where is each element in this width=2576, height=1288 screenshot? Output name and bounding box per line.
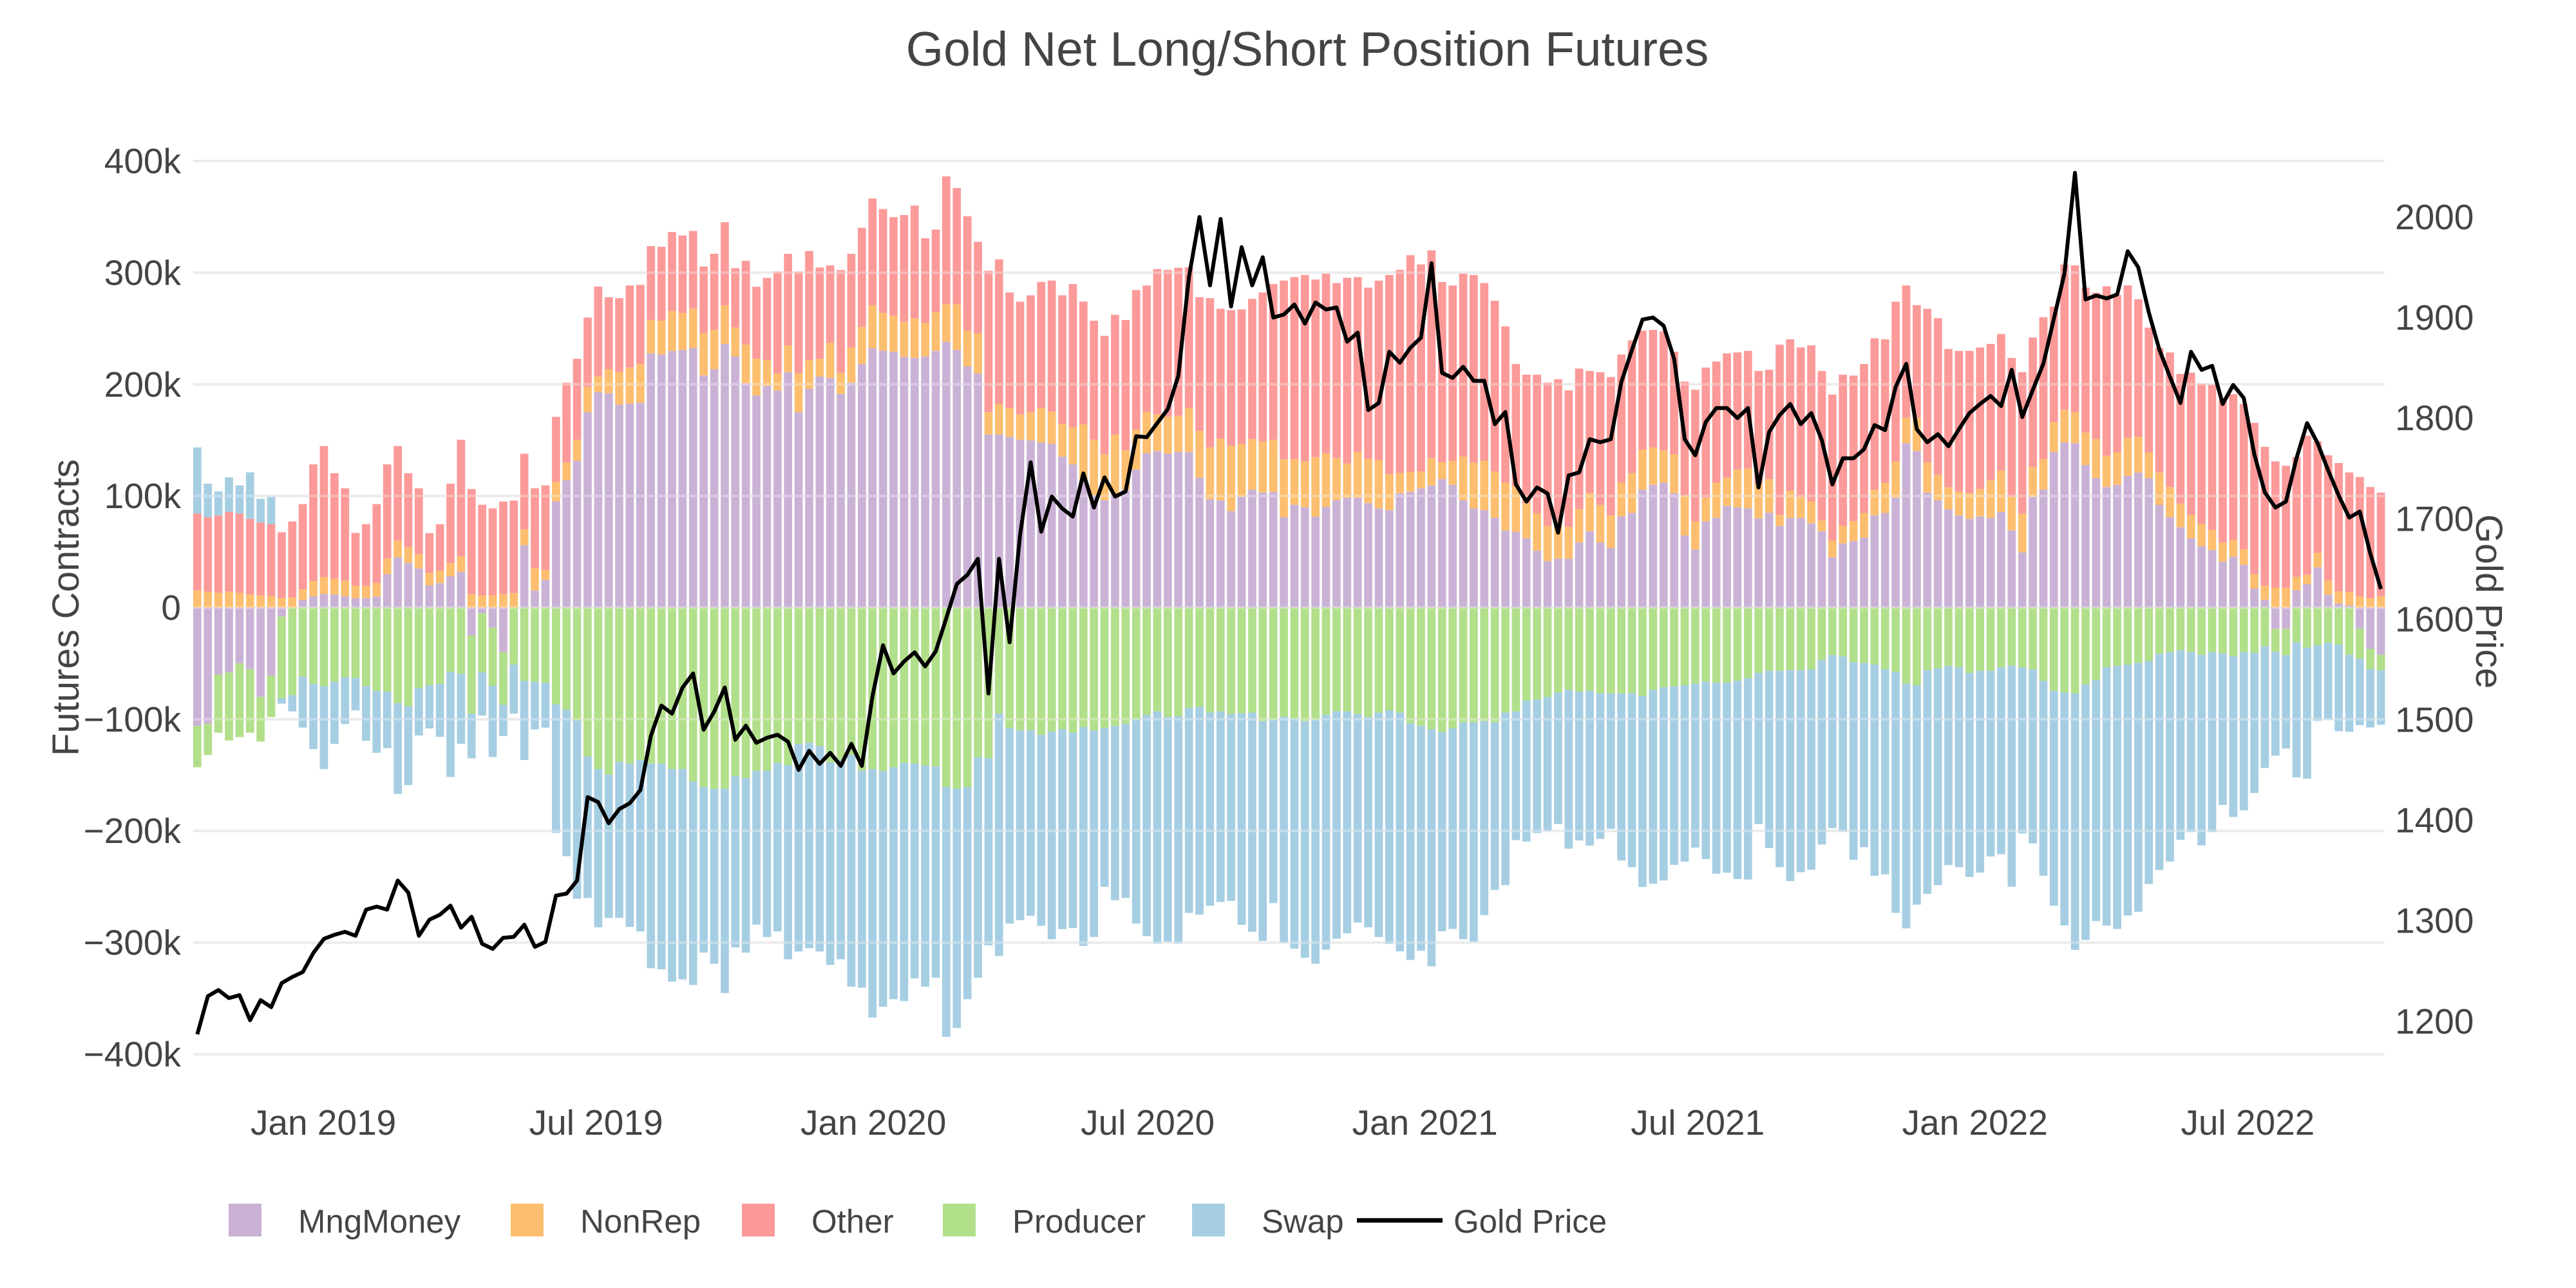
svg-text:1300: 1300 xyxy=(2395,901,2474,941)
svg-text:Gold Price: Gold Price xyxy=(2468,515,2510,689)
svg-text:Swap: Swap xyxy=(1262,1203,1344,1240)
svg-text:300k: 300k xyxy=(104,252,182,292)
svg-text:1600: 1600 xyxy=(2395,599,2474,639)
svg-text:−400k: −400k xyxy=(84,1034,182,1074)
svg-text:2000: 2000 xyxy=(2395,197,2474,237)
svg-text:1900: 1900 xyxy=(2395,298,2474,337)
svg-text:0: 0 xyxy=(161,588,181,628)
svg-text:Other: Other xyxy=(811,1203,894,1240)
svg-text:Jul 2021: Jul 2021 xyxy=(1631,1103,1765,1142)
svg-text:−100k: −100k xyxy=(84,699,182,739)
svg-text:Jan 2020: Jan 2020 xyxy=(800,1103,946,1142)
svg-text:Gold Net Long/Short Position F: Gold Net Long/Short Position Futures xyxy=(906,22,1709,76)
svg-text:−300k: −300k xyxy=(84,923,182,963)
svg-text:Producer: Producer xyxy=(1012,1203,1146,1240)
svg-text:Jul 2019: Jul 2019 xyxy=(529,1103,663,1142)
svg-text:Jul 2022: Jul 2022 xyxy=(2181,1103,2315,1142)
svg-text:−200k: −200k xyxy=(84,811,182,851)
svg-text:Futures Contracts: Futures Contracts xyxy=(45,459,87,756)
svg-text:Jan 2019: Jan 2019 xyxy=(251,1103,396,1142)
svg-text:MngMoney: MngMoney xyxy=(298,1203,461,1240)
svg-text:Gold Price: Gold Price xyxy=(1454,1203,1607,1240)
svg-text:Jan 2021: Jan 2021 xyxy=(1352,1103,1497,1142)
svg-text:1700: 1700 xyxy=(2395,498,2474,538)
svg-text:1800: 1800 xyxy=(2395,398,2474,438)
svg-text:200k: 200k xyxy=(104,365,182,404)
svg-text:Jan 2022: Jan 2022 xyxy=(1902,1103,2048,1142)
svg-text:100k: 100k xyxy=(104,476,182,516)
svg-text:Jul 2020: Jul 2020 xyxy=(1081,1103,1215,1142)
svg-text:1200: 1200 xyxy=(2395,1001,2474,1041)
svg-text:400k: 400k xyxy=(104,141,182,181)
svg-text:1500: 1500 xyxy=(2395,700,2474,740)
svg-text:NonRep: NonRep xyxy=(580,1203,701,1240)
svg-text:1400: 1400 xyxy=(2395,800,2474,840)
